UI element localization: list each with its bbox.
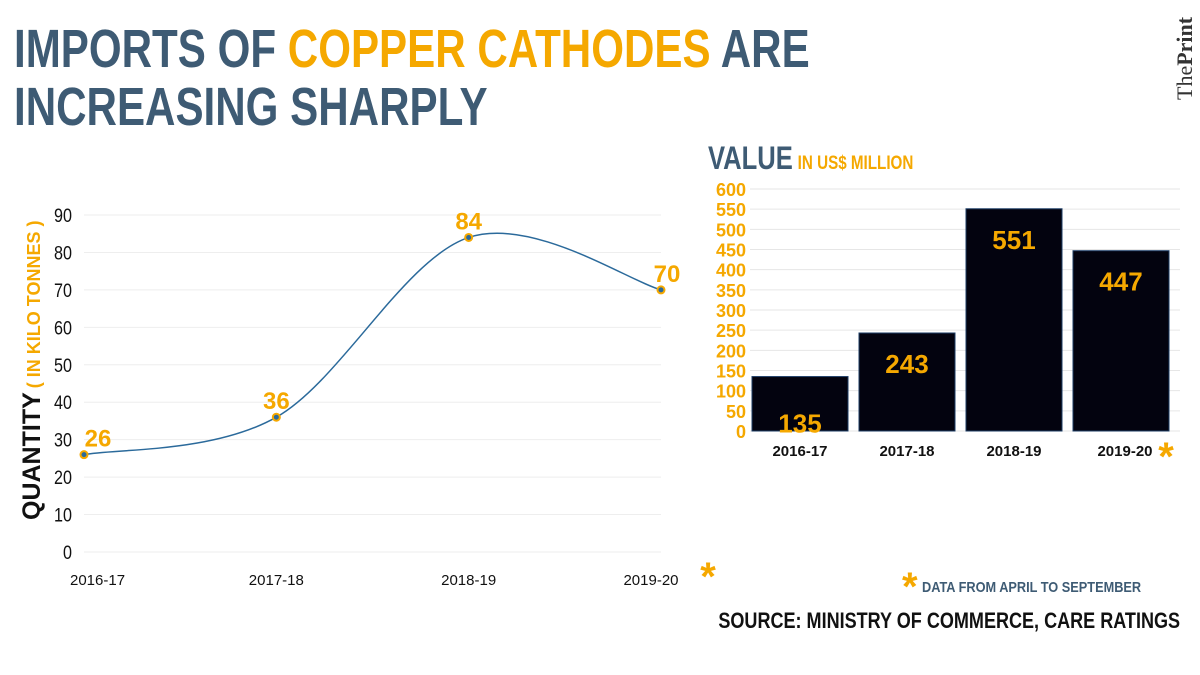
x-tick-label: 2017-18 [249, 572, 304, 589]
source-note: SOURCE: MINISTRY OF COMMERCE, CARE RATIN… [718, 608, 1180, 633]
y-tick-label: 70 [54, 280, 72, 302]
x-tick-label: 2019-20 [623, 572, 678, 589]
asterisk-icon: * [902, 565, 918, 609]
y-tick-label: 500 [716, 220, 746, 240]
footnote-text: DATA FROM APRIL TO SEPTEMBER [922, 579, 1142, 596]
x-tick-label: 2018-19 [986, 443, 1041, 460]
y-tick-label: 0 [63, 542, 72, 564]
x-tick-label: 2018-19 [441, 572, 496, 589]
data-point [271, 412, 281, 422]
y-tick-label: 550 [716, 200, 746, 220]
bar [858, 332, 956, 432]
y-tick-label: 30 [54, 429, 72, 451]
y-tick-label: 400 [716, 261, 746, 281]
bar-title-unit: IN US$ MILLION [797, 153, 914, 174]
y-tick-label: 250 [716, 321, 746, 341]
bar-value-label: 551 [992, 225, 1035, 255]
y-tick-label: 150 [716, 362, 746, 382]
y-tick-label: 50 [54, 355, 72, 377]
y-tick-label: 10 [54, 504, 72, 526]
asterisk-icon: * [1158, 435, 1174, 479]
y-tick-label: 450 [716, 241, 746, 261]
data-label: 84 [455, 208, 482, 235]
y-tick-label: 60 [54, 317, 72, 339]
y-tick-label: 20 [54, 467, 72, 489]
footnote: * DATA FROM APRIL TO SEPTEMBER [902, 565, 1180, 610]
headline-text: IMPORTS OF [14, 19, 288, 79]
bar [751, 376, 849, 432]
x-tick-label: 2019-20 [1097, 443, 1152, 460]
bar-title: VALUE [708, 140, 793, 176]
data-point [79, 450, 89, 460]
y-tick-label: 50 [726, 402, 746, 422]
x-tick-label: 2016-17 [70, 572, 125, 589]
headline-line-1: IMPORTS OF COPPER CATHODES ARE [14, 22, 810, 76]
headline-text: ARE [710, 19, 810, 79]
bar [965, 208, 1063, 432]
bar [1072, 250, 1170, 432]
data-point [656, 285, 666, 295]
y-tick-label: 350 [716, 281, 746, 301]
y-tick-label: 200 [716, 341, 746, 361]
data-label: 26 [85, 426, 112, 453]
data-label: 70 [654, 261, 681, 288]
bar-value-label: 447 [1099, 267, 1142, 297]
x-tick-label: 2017-18 [879, 443, 934, 460]
y-tick-label: 90 [54, 205, 72, 227]
x-tick-label: 2016-17 [772, 443, 827, 460]
y-tick-label: 100 [716, 382, 746, 402]
bar-chart-title: VALUE IN US$ MILLION [708, 140, 913, 177]
data-point [464, 232, 474, 242]
y-tick-label: 40 [54, 392, 72, 414]
bar-value-label: 135 [778, 409, 821, 439]
y-tick-label: 300 [716, 301, 746, 321]
headline-line-2: INCREASING SHARPLY [14, 77, 488, 137]
asterisk-icon: * [700, 555, 716, 599]
y-tick-label: 80 [54, 242, 72, 264]
bar-value-label: 243 [885, 349, 928, 379]
headline-highlight: COPPER CATHODES [287, 19, 711, 79]
data-label: 36 [263, 388, 290, 415]
y-tick-label: 0 [736, 422, 746, 442]
y-tick-label: 600 [716, 180, 746, 200]
series-line [83, 232, 662, 456]
